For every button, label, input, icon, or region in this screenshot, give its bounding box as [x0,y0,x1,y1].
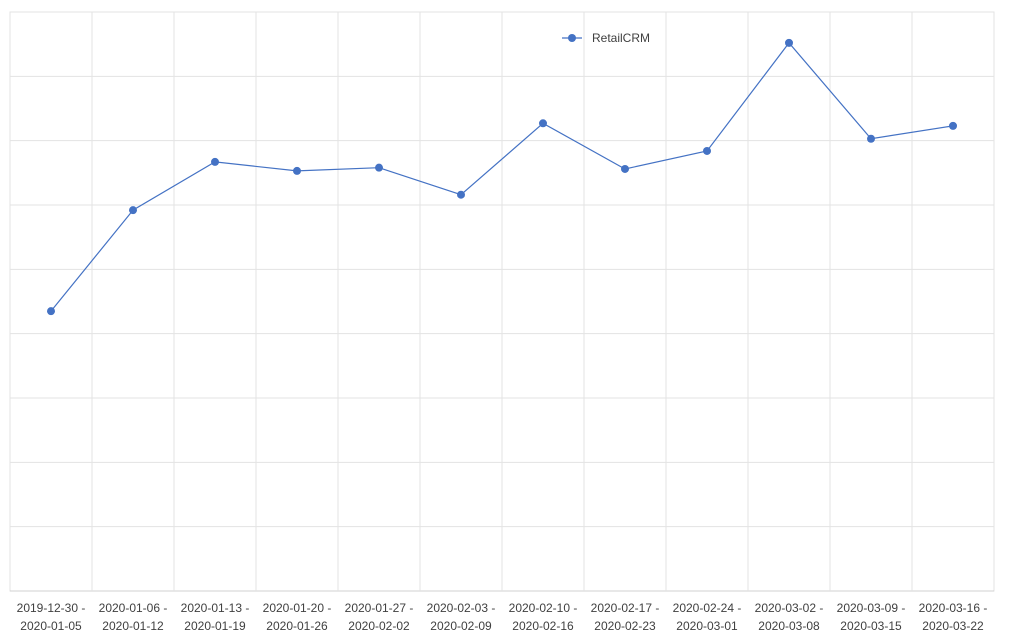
x-tick-label: 2020-02-17 - 2020-02-23 [590,601,660,633]
x-tick-label: 2020-02-10 - 2020-02-16 [508,601,578,633]
data-point [293,166,301,175]
legend-label: RetailCRM [592,31,650,45]
line-series [50,41,954,312]
data-point [211,157,219,166]
legend-marker [568,34,576,42]
x-tick-label: 2020-03-16 - 2020-03-22 [918,601,988,633]
x-tick-label: 2020-02-03 - 2020-02-09 [426,601,496,633]
data-point [949,121,957,130]
x-tick-label: 2020-02-24 - 2020-03-01 [672,601,742,633]
data-point [539,119,547,128]
x-tick-label: 2020-01-20 - 2020-01-26 [262,601,332,633]
x-tick-label: 2020-01-27 - 2020-02-02 [344,601,414,633]
data-point [867,134,875,143]
x-tick-label: 2020-03-09 - 2020-03-15 [836,601,906,633]
data-point [129,206,137,215]
data-point [621,164,629,173]
x-tick-label: 2019-12-30 - 2020-01-05 [16,601,86,633]
x-tick-label: 2020-01-06 - 2020-01-12 [98,601,168,633]
data-point [457,190,465,199]
data-point [703,146,711,155]
x-tick-label: 2020-03-02 - 2020-03-08 [754,601,824,633]
data-point [375,163,383,172]
data-point [47,307,55,316]
data-point [785,38,793,47]
x-tick-label: 2020-01-13 - 2020-01-19 [180,601,250,633]
